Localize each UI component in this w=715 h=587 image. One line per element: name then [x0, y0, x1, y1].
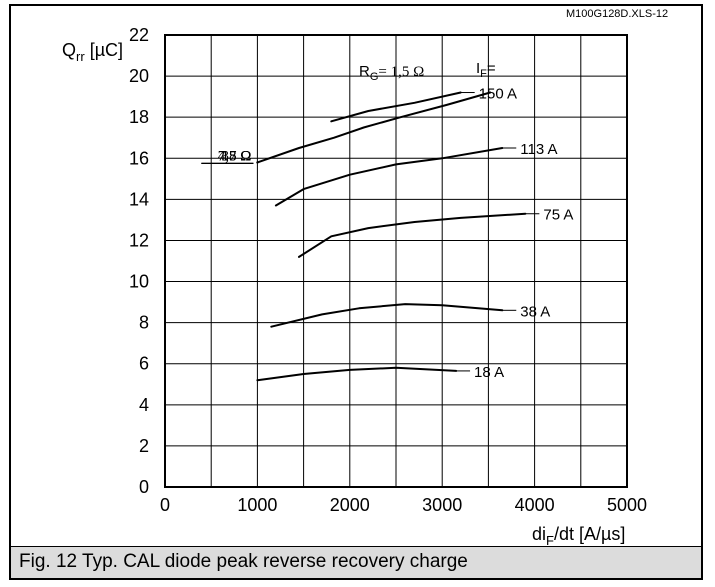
- y-tick-label: 20: [129, 66, 149, 86]
- if-series-label: 113 A: [520, 141, 557, 158]
- if-curve: [274, 147, 504, 207]
- y-tick-label: 0: [139, 477, 149, 497]
- x-tick-label: 4000: [515, 495, 555, 515]
- plot-border: [164, 34, 628, 488]
- rg-header: RG= 1,5 Ω: [359, 63, 424, 83]
- y-tick-label: 4: [139, 395, 149, 415]
- y-tick-label: 18: [129, 107, 149, 127]
- rg-series-label: 4,7 Ω: [218, 148, 252, 164]
- x-tick-label: 3000: [422, 495, 462, 515]
- x-tick-label: 1000: [237, 495, 277, 515]
- rg-series-label: 38 Ω: [221, 148, 251, 164]
- curves: [256, 91, 527, 382]
- y-axis-label: Qrr [µC]: [62, 40, 123, 64]
- y-tick-label: 6: [139, 354, 149, 374]
- figure-caption: Fig. 12 Typ. CAL diode peak reverse reco…: [9, 546, 703, 580]
- if-curve: [330, 91, 462, 123]
- file-id: M100G128D.XLS-12: [566, 8, 668, 20]
- y-tick-label: 10: [129, 272, 149, 292]
- if-curve: [270, 303, 504, 328]
- if-header: IF=: [476, 60, 496, 80]
- series-labels: 150 A 113 A 75 A 38 A 18 A 38 Ω15 Ω7,5 Ω4,7 Ω: [201, 86, 573, 381]
- rg-series-label: 7,5 Ω: [218, 148, 252, 164]
- tick-labels: 0 2 4 6 8 10 12 14 16 18 20 22 0 1000 2000 3000 4000 5000: [129, 25, 647, 515]
- if-series-label: 75 A: [543, 207, 573, 224]
- if-series-label: 150 A: [479, 86, 517, 103]
- y-tick-label: 12: [129, 230, 149, 250]
- y-tick-label: 2: [139, 436, 149, 456]
- y-tick-label: 16: [129, 148, 149, 168]
- if-curve: [256, 366, 458, 382]
- rg-series-label: 15 Ω: [221, 148, 251, 164]
- grid: [164, 34, 628, 488]
- x-tick-label: 5000: [607, 495, 647, 515]
- x-axis-label: diF/dt [A/µs]: [532, 524, 625, 548]
- y-tick-label: 14: [129, 189, 149, 209]
- y-tick-label: 8: [139, 313, 149, 333]
- if-curve: [298, 212, 527, 258]
- x-tick-label: 0: [160, 495, 170, 515]
- x-tick-label: 2000: [330, 495, 370, 515]
- if-series-label: 18 A: [474, 364, 504, 381]
- rg-curve: [256, 91, 492, 164]
- chart-frame: [9, 4, 703, 580]
- if-series-label: 38 A: [520, 303, 550, 320]
- y-tick-label: 22: [129, 25, 149, 45]
